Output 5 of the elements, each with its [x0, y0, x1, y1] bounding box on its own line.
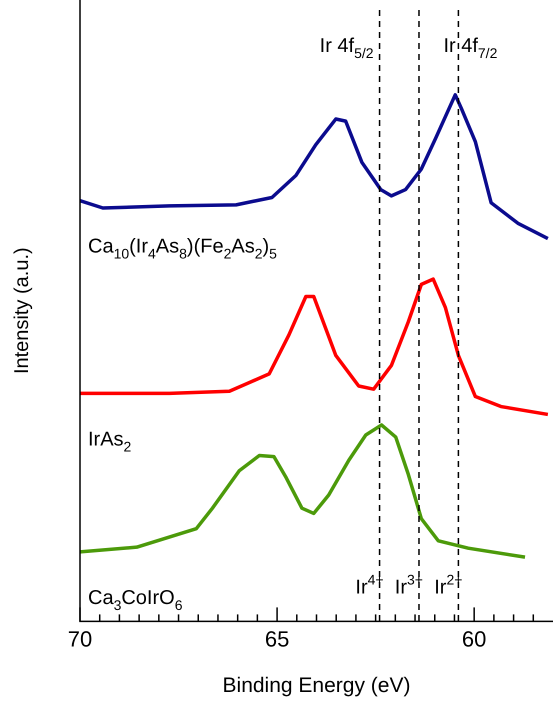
x-tick-label: 70	[68, 626, 92, 652]
y-axis-title: Intensity (a.u.)	[11, 247, 33, 374]
x-axis-title: Binding Energy (eV)	[222, 674, 410, 698]
x-tick-label: 65	[264, 626, 290, 652]
x-tick-label: 60	[462, 626, 486, 652]
